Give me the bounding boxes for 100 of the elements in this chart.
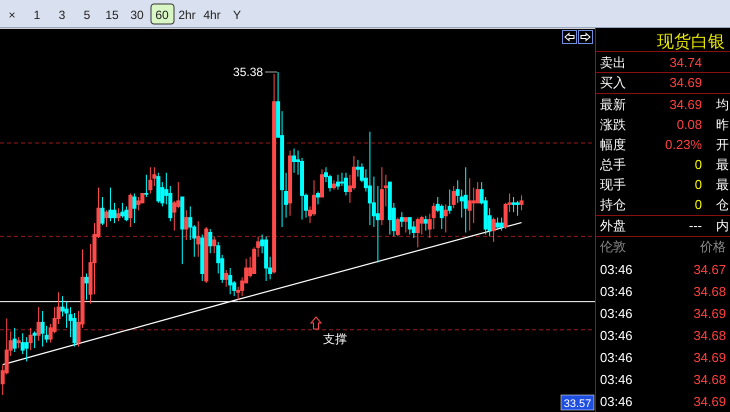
text: 卖出 (600, 55, 626, 70)
candlestick (316, 191, 320, 205)
text: 仓 (716, 197, 729, 212)
candlestick (380, 166, 384, 226)
candlestick (512, 196, 516, 213)
text: 涨跌 (600, 117, 626, 132)
text: 03:46 (600, 394, 633, 409)
text: 均 (715, 97, 729, 112)
candlestick (468, 178, 472, 232)
text: 最 (716, 177, 729, 192)
candlestick (388, 182, 392, 235)
candlestick (184, 210, 188, 240)
text: 持仓 (600, 197, 626, 212)
text: 03:46 (600, 306, 633, 321)
candlestick (332, 180, 336, 190)
text: 15 (105, 8, 119, 22)
candlestick (120, 202, 124, 218)
annotation: 支撑 (323, 332, 347, 346)
text: 3 (58, 8, 66, 22)
text: 最新 (600, 97, 626, 112)
text: 外盘 (600, 218, 626, 233)
text: 03:46 (600, 372, 633, 387)
candlestick (128, 192, 132, 228)
candlestick (148, 166, 152, 194)
candlestick (144, 174, 148, 198)
candlestick (320, 168, 324, 198)
candlestick (444, 204, 448, 234)
text: 2hr (178, 8, 196, 22)
text: 幅度 (600, 137, 626, 152)
text: 34.68 (693, 372, 726, 387)
candlestick (204, 226, 208, 284)
text: 内 (716, 218, 729, 233)
text: 34.69 (693, 306, 726, 321)
candlestick (36, 306, 41, 342)
text: 4hr (203, 8, 221, 22)
candlestick (116, 208, 120, 222)
text: --- (689, 218, 702, 233)
candlestick (132, 192, 136, 224)
candlestick (40, 310, 45, 348)
text: 现手 (600, 177, 626, 192)
candlestick (180, 196, 184, 265)
candlestick (516, 200, 520, 216)
candlestick (28, 327, 33, 351)
candlestick (496, 217, 500, 230)
candlestick (32, 330, 37, 349)
candlestick (344, 172, 348, 196)
candlestick (196, 220, 200, 258)
text: 34.68 (693, 328, 726, 343)
candlestick (448, 189, 452, 214)
text: 5 (84, 8, 91, 22)
text: 30 (130, 8, 144, 22)
candlestick (464, 166, 468, 234)
candlestick (416, 217, 420, 248)
text: 最 (716, 157, 729, 172)
text: 0 (694, 197, 702, 212)
candlestick (452, 186, 456, 209)
candlestick (212, 236, 216, 254)
candlestick (424, 215, 428, 232)
candlestick (12, 327, 17, 353)
candlestick (396, 217, 400, 237)
candlestick (408, 217, 412, 235)
text: 0 (694, 177, 702, 192)
text: 03:46 (600, 350, 633, 365)
text: 现货白银 (657, 32, 725, 51)
candlestick (500, 217, 504, 232)
text: 34.68 (693, 284, 726, 299)
text: 03:46 (600, 262, 633, 277)
annotation: 35.38 (233, 65, 264, 79)
text: 1 (34, 8, 41, 22)
text: 总手 (599, 157, 626, 172)
text: 买入 (600, 75, 626, 90)
text: 34.69 (669, 97, 702, 112)
candlestick (108, 187, 112, 222)
candlestick (264, 236, 268, 282)
text: 34.67 (693, 262, 726, 277)
text: 0.23% (665, 137, 702, 152)
candlestick (156, 172, 160, 204)
text: 60 (155, 8, 169, 22)
text: 0.08 (676, 117, 702, 132)
text: Y (232, 8, 242, 22)
text: 34.69 (669, 75, 702, 90)
candlestick (136, 196, 140, 211)
candlestick (16, 336, 21, 349)
candlestick (100, 196, 104, 226)
candlestick (292, 148, 296, 174)
candlestick (520, 194, 524, 211)
text: 03:46 (600, 328, 633, 343)
candlestick (104, 210, 108, 228)
candlestick (288, 150, 292, 216)
candlestick (272, 73, 276, 274)
text: 03:46 (600, 284, 633, 299)
text: 0 (694, 157, 702, 172)
candlestick (224, 270, 228, 288)
candlestick (404, 217, 408, 234)
candlestick (84, 273, 89, 300)
candlestick (400, 212, 404, 228)
candlestick (412, 220, 416, 239)
candlestick (24, 336, 29, 362)
candlestick (228, 268, 232, 295)
text: 34.69 (693, 394, 726, 409)
